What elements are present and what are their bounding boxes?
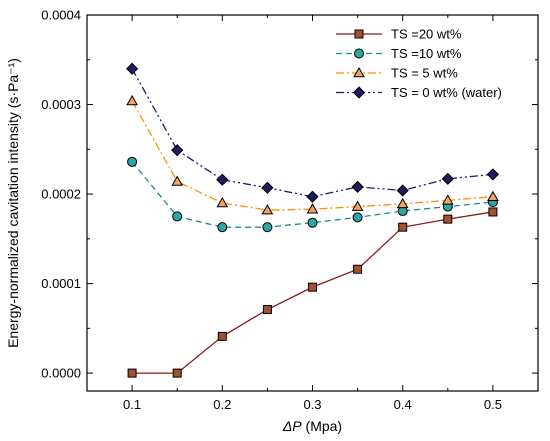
data-point <box>396 197 409 209</box>
x-tick-label: 0.3 <box>303 397 321 412</box>
data-point <box>261 181 274 194</box>
data-point <box>217 222 228 233</box>
data-point <box>487 190 499 201</box>
y-tick-label: 0.0003 <box>41 97 81 112</box>
series-1 <box>127 207 498 378</box>
legend-entry-2: TS =10 wt% <box>336 46 462 61</box>
data-point <box>353 264 363 274</box>
data-point <box>396 184 409 197</box>
data-point <box>172 211 183 222</box>
data-point <box>352 212 363 223</box>
data-point <box>261 204 274 215</box>
data-point <box>216 196 229 208</box>
data-point <box>125 62 139 75</box>
legend-entry-1: TS =20 wt% <box>336 27 462 42</box>
data-point <box>441 172 454 185</box>
data-point <box>486 168 500 181</box>
legend-marker <box>354 48 364 59</box>
y-axis-title: Energy-normalized cavitation intensity (… <box>5 58 21 348</box>
data-point <box>262 305 272 315</box>
data-point <box>126 94 138 106</box>
y-tick-label: 0.0001 <box>41 276 81 291</box>
y-tick-label: 0.0000 <box>41 366 81 381</box>
legend-marker <box>354 29 364 39</box>
data-point <box>217 331 227 341</box>
data-point <box>307 217 318 228</box>
data-point <box>308 282 317 292</box>
data-point <box>262 222 273 233</box>
legend-label: TS =20 wt% <box>391 27 462 42</box>
data-point <box>172 368 182 378</box>
data-point <box>306 203 319 214</box>
legend-entry-3: TS = 5 wt% <box>336 66 458 81</box>
x-axis-title-unit: (Mpa) <box>302 418 342 434</box>
legend-label: TS =10 wt% <box>391 46 462 61</box>
series-layer <box>125 62 500 378</box>
x-tick-label: 0.4 <box>394 397 412 412</box>
x-axis-title-symbol: ΔP <box>282 418 302 434</box>
data-point <box>127 156 138 167</box>
data-point <box>441 194 454 205</box>
data-point <box>127 368 137 378</box>
data-point <box>351 200 364 211</box>
x-tick-label: 0.2 <box>213 397 231 412</box>
data-point <box>351 180 364 193</box>
data-point <box>171 144 184 157</box>
legend-marker <box>353 66 365 78</box>
data-point <box>443 214 453 224</box>
legend-label: TS = 0 wt% (water) <box>391 85 502 100</box>
legend-marker <box>352 86 366 99</box>
legend-label: TS = 5 wt% <box>391 66 458 81</box>
y-tick-label: 0.0002 <box>41 187 81 202</box>
data-point <box>171 175 184 186</box>
data-point <box>488 207 498 217</box>
x-axis-title: ΔP (Mpa) <box>282 418 342 434</box>
series-4 <box>125 62 500 203</box>
data-point <box>306 190 319 203</box>
series-line <box>131 100 493 211</box>
axes-group: 0.1 0.2 0.3 0.4 0.5 0.0000 0.0001 0.0002 0.0003 0… <box>41 8 539 412</box>
y-tick-label: 0.0004 <box>41 8 81 23</box>
legend: TS =20 wt% TS =10 wt% TS = 5 wt% TS = 0 wt%… <box>336 27 502 100</box>
data-point <box>216 173 229 186</box>
series-3 <box>126 94 499 215</box>
data-point <box>398 222 408 232</box>
x-tick-label: 0.5 <box>484 397 502 412</box>
x-tick-label: 0.1 <box>123 397 141 412</box>
legend-entry-4: TS = 0 wt% (water) <box>336 85 502 100</box>
